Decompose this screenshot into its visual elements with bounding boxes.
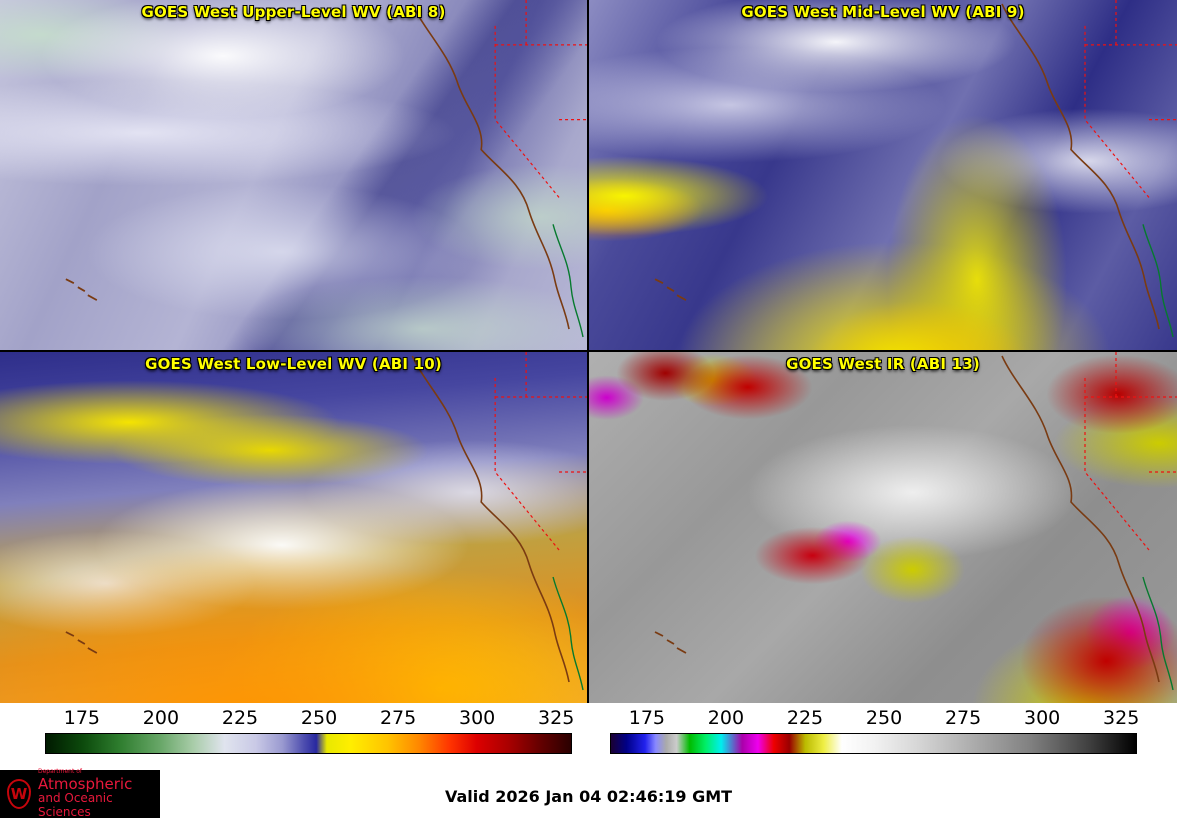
- tick-label: 200: [707, 707, 745, 729]
- wv-colorbar-block: 175 200 225 250 275 300 325: [45, 706, 575, 765]
- tick-label: 300: [458, 707, 496, 729]
- panel-mid-level-wv: GOES West Mid-Level WV (ABI 9): [589, 0, 1177, 350]
- wv-colorbar: [45, 733, 572, 754]
- panel-title-ir: GOES West IR (ABI 13): [786, 355, 980, 373]
- ir-colorbar: [610, 733, 1137, 754]
- map-overlay: [654, 0, 1177, 338]
- tick-label: 175: [628, 707, 666, 729]
- satellite-image-low-wv: [0, 352, 587, 703]
- panel-low-level-wv: GOES West Low-Level WV (ABI 10): [0, 352, 587, 703]
- uw-crest-icon: W: [7, 779, 31, 809]
- satellite-image-mid-wv: [589, 0, 1177, 350]
- logo-text: Department of Atmospheric and Oceanic Sc…: [38, 768, 153, 819]
- tick-label: 200: [142, 707, 180, 729]
- tick-label: 250: [300, 707, 338, 729]
- tick-label: 275: [379, 707, 417, 729]
- panel-title-upper-wv: GOES West Upper-Level WV (ABI 8): [141, 3, 446, 21]
- aos-department-logo: W Department of Atmospheric and Oceanic …: [0, 768, 160, 819]
- panel-title-low-wv: GOES West Low-Level WV (ABI 10): [145, 355, 442, 373]
- panel-upper-level-wv: GOES West Upper-Level WV (ABI 8): [0, 0, 587, 350]
- logo-line2: and Oceanic Sciences: [38, 791, 113, 819]
- wv-colorbar-ticks: 175 200 225 250 275 300 325: [45, 706, 575, 733]
- panel-ir: GOES West IR (ABI 13): [589, 352, 1177, 703]
- ir-colorbar-ticks: 175 200 225 250 275 300 325: [610, 706, 1140, 733]
- satellite-panel-grid: GOES West Upper-Level WV (ABI 8) GOES We…: [0, 0, 1177, 703]
- satellite-image-ir: [589, 352, 1177, 703]
- tick-label: 325: [1103, 707, 1140, 729]
- map-overlay: [64, 0, 587, 338]
- tick-label: 275: [944, 707, 982, 729]
- footer: W Department of Atmospheric and Oceanic …: [0, 765, 1177, 820]
- valid-time-label: Valid 2026 Jan 04 02:46:19 GMT: [444, 787, 733, 806]
- tick-label: 225: [786, 707, 824, 729]
- satellite-image-upper-wv: [0, 0, 587, 350]
- logo-line1: Atmospheric: [38, 774, 133, 793]
- map-overlay: [64, 352, 587, 691]
- panel-title-mid-wv: GOES West Mid-Level WV (ABI 9): [741, 3, 1025, 21]
- logo-dept-line: Department of: [38, 768, 82, 776]
- tick-label: 325: [538, 707, 575, 729]
- tick-label: 300: [1023, 707, 1061, 729]
- tick-label: 225: [221, 707, 259, 729]
- ir-colorbar-block: 175 200 225 250 275 300 325: [610, 706, 1140, 765]
- map-overlay: [654, 352, 1177, 691]
- colorbar-row: 175 200 225 250 275 300 325 175 200 225 …: [0, 703, 1177, 765]
- tick-label: 175: [63, 707, 101, 729]
- tick-label: 250: [865, 707, 903, 729]
